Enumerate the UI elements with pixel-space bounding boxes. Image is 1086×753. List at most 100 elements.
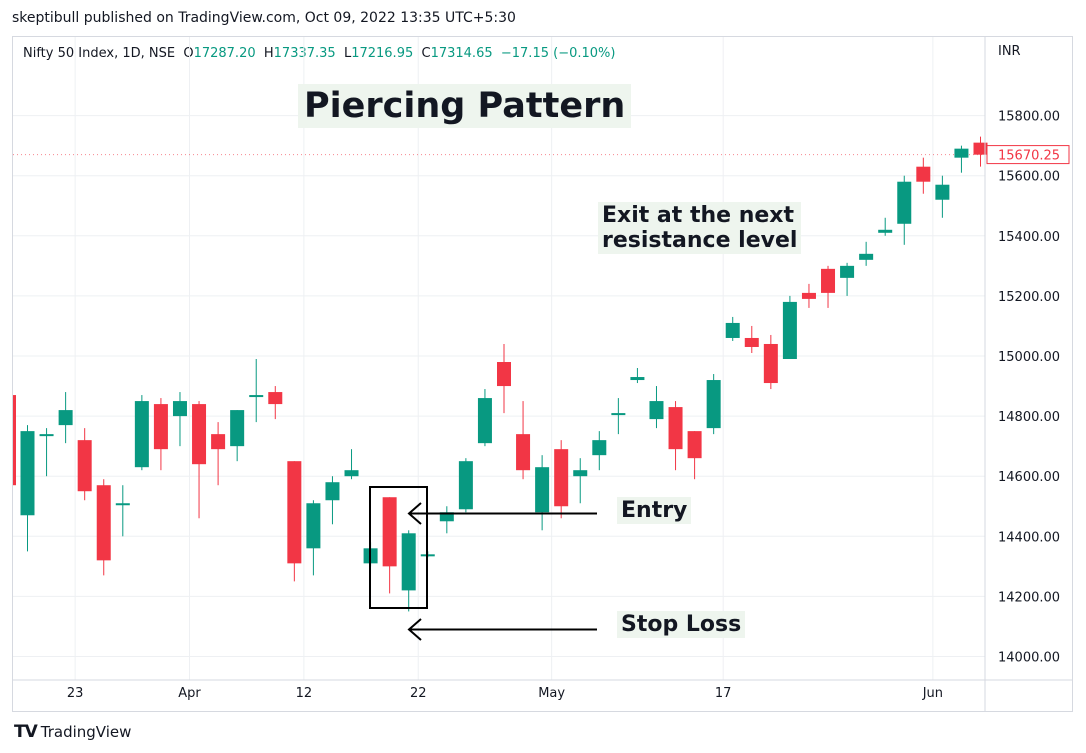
candle-body bbox=[249, 395, 264, 398]
candle-body bbox=[477, 398, 492, 444]
price-axis: 15800.00 15600.00 15400.00 15200.00 15000.00… bbox=[984, 37, 1070, 711]
annotation-overlay bbox=[369, 486, 597, 641]
exit-note: Exit at the next resistance level bbox=[598, 202, 802, 254]
candle-body bbox=[39, 434, 54, 437]
close-label: C bbox=[421, 46, 431, 61]
candle-body bbox=[630, 377, 645, 381]
candle-body bbox=[935, 184, 950, 200]
candle-body bbox=[439, 512, 454, 522]
candle-body bbox=[897, 181, 912, 224]
pattern-box bbox=[369, 486, 428, 609]
candle-partial bbox=[13, 395, 16, 486]
chart-frame bbox=[12, 36, 1073, 712]
candle-body bbox=[840, 265, 855, 278]
published-info: skeptibull published on TradingView.com,… bbox=[12, 10, 516, 26]
x-tick-label: Apr bbox=[178, 686, 201, 701]
candles bbox=[13, 136, 988, 612]
candle-body bbox=[497, 362, 511, 387]
candle-body bbox=[458, 461, 473, 510]
pattern-title: Piercing Pattern bbox=[298, 84, 632, 128]
x-tick-label: 17 bbox=[715, 686, 732, 701]
candle-body bbox=[668, 407, 683, 450]
candle-body bbox=[859, 253, 874, 260]
exit-note-line1: Exit at the next bbox=[602, 203, 795, 228]
candle-body bbox=[287, 461, 302, 564]
candle-body bbox=[153, 404, 168, 450]
tradingview-logo-icon: TV bbox=[14, 722, 38, 742]
ohlc-legend: Nifty 50 Index, 1D, NSE O17287.20 H17337… bbox=[23, 46, 615, 61]
candle-body bbox=[58, 410, 73, 426]
y-tick-label: 15000.00 bbox=[998, 350, 1060, 365]
candle-body bbox=[763, 343, 778, 384]
candle-body bbox=[611, 413, 626, 416]
change-value: −17.15 (−0.10%) bbox=[500, 46, 616, 61]
exit-note-line2: resistance level bbox=[602, 228, 798, 253]
candle-body bbox=[134, 401, 149, 468]
candle-body bbox=[801, 292, 816, 299]
y-tick-label: 15200.00 bbox=[998, 290, 1060, 305]
x-tick-label: May bbox=[538, 686, 565, 701]
y-tick-label: 14800.00 bbox=[998, 410, 1060, 425]
high-label: H bbox=[263, 46, 274, 61]
stop-loss-label: Stop Loss bbox=[617, 611, 746, 638]
candle-body bbox=[973, 142, 988, 155]
high-value: 17337.35 bbox=[273, 46, 336, 61]
candle-body bbox=[382, 497, 397, 567]
x-tick-label: 23 bbox=[67, 686, 84, 701]
candle-body bbox=[878, 229, 893, 233]
candle-body bbox=[230, 410, 245, 447]
candle-body bbox=[172, 401, 187, 417]
brand-name: TradingView bbox=[40, 723, 132, 741]
stop-loss-arrowhead-icon bbox=[407, 618, 422, 641]
y-tick-label: 15400.00 bbox=[998, 230, 1060, 245]
low-value: 17216.95 bbox=[351, 46, 414, 61]
candle-body bbox=[401, 533, 416, 591]
candle-body bbox=[211, 434, 226, 450]
low-label: L bbox=[343, 46, 352, 61]
candle-body bbox=[268, 392, 283, 405]
entry-arrowhead-icon bbox=[407, 502, 422, 525]
y-tick-label: 14200.00 bbox=[998, 590, 1060, 605]
currency-label: INR bbox=[998, 44, 1021, 59]
last-price-label: 15670.25 bbox=[998, 149, 1060, 164]
y-tick-label: 14000.00 bbox=[998, 651, 1060, 666]
candle-body bbox=[115, 503, 130, 506]
symbol-label[interactable]: Nifty 50 Index, 1D, NSE bbox=[23, 46, 176, 61]
candle-body bbox=[744, 337, 759, 347]
candle-body bbox=[592, 440, 607, 456]
grid-lines bbox=[13, 37, 985, 680]
y-tick-label: 15600.00 bbox=[998, 170, 1060, 185]
candle-body bbox=[96, 485, 111, 561]
candle-body bbox=[20, 431, 35, 516]
candle-body bbox=[821, 268, 836, 293]
entry-label: Entry bbox=[617, 497, 692, 524]
candle-body bbox=[687, 431, 702, 459]
x-tick-label: 22 bbox=[410, 686, 427, 701]
y-tick-label: 14400.00 bbox=[998, 530, 1060, 545]
time-axis: 23 Apr 12 22 May 17 Jun bbox=[13, 679, 1072, 701]
y-tick-label: 14600.00 bbox=[998, 470, 1060, 485]
candle-body bbox=[554, 449, 569, 507]
x-tick-label: 12 bbox=[296, 686, 313, 701]
candle-body bbox=[344, 470, 359, 477]
candle-body bbox=[325, 482, 340, 501]
y-tick-label: 15800.00 bbox=[998, 110, 1060, 125]
close-value: 17314.65 bbox=[430, 46, 493, 61]
footer-brand[interactable]: TV TradingView bbox=[14, 722, 131, 742]
candle-body bbox=[77, 440, 92, 492]
candle-body bbox=[725, 322, 740, 338]
candle-body bbox=[573, 470, 588, 477]
candle-body bbox=[192, 404, 207, 465]
candle-body bbox=[306, 503, 321, 549]
open-value: 17287.20 bbox=[193, 46, 256, 61]
candle-body bbox=[649, 401, 664, 420]
open-label: O bbox=[183, 46, 194, 61]
candle-body bbox=[916, 166, 931, 182]
candle-body bbox=[954, 148, 969, 158]
x-tick-label: Jun bbox=[922, 686, 943, 701]
candle-body bbox=[706, 380, 721, 429]
last-price-tag bbox=[986, 145, 1070, 165]
candle-body bbox=[782, 301, 797, 360]
candle-body bbox=[516, 434, 531, 471]
